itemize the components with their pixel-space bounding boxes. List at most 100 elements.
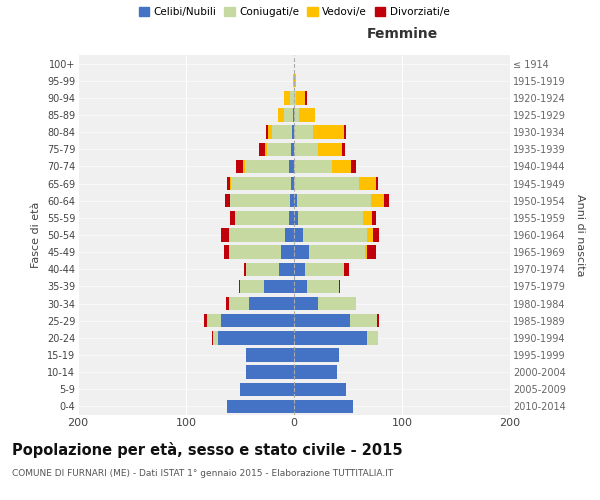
Bar <box>373 228 379 241</box>
Bar <box>299 108 314 122</box>
Bar <box>229 246 281 259</box>
Bar <box>367 331 378 344</box>
Bar <box>294 108 299 122</box>
Text: Popolazione per età, sesso e stato civile - 2015: Popolazione per età, sesso e stato civil… <box>12 442 403 458</box>
Bar <box>294 297 318 310</box>
Bar <box>293 108 294 122</box>
Bar <box>351 160 356 173</box>
Bar <box>235 211 289 224</box>
Bar <box>294 348 340 362</box>
Text: COMUNE DI FURNARI (ME) - Dati ISTAT 1° gennaio 2015 - Elaborazione TUTTITALIA.IT: COMUNE DI FURNARI (ME) - Dati ISTAT 1° g… <box>12 469 393 478</box>
Bar <box>232 177 291 190</box>
Bar <box>239 280 240 293</box>
Bar <box>289 160 294 173</box>
Bar <box>268 126 272 139</box>
Bar <box>313 126 344 139</box>
Bar <box>230 194 290 207</box>
Text: Femmine: Femmine <box>367 26 437 40</box>
Bar <box>284 108 293 122</box>
Bar <box>248 297 294 310</box>
Bar <box>305 262 344 276</box>
Bar <box>281 246 294 259</box>
Bar <box>307 280 340 293</box>
Bar <box>365 246 367 259</box>
Bar <box>206 314 221 328</box>
Bar <box>294 74 296 88</box>
Bar <box>247 366 294 379</box>
Bar <box>302 228 367 241</box>
Bar <box>267 142 291 156</box>
Bar <box>383 194 389 207</box>
Bar <box>225 194 230 207</box>
Bar <box>294 262 305 276</box>
Bar <box>294 382 346 396</box>
Bar <box>294 331 367 344</box>
Bar <box>213 331 218 344</box>
Bar <box>230 211 235 224</box>
Bar <box>294 126 313 139</box>
Bar <box>221 228 229 241</box>
Bar <box>230 177 232 190</box>
Y-axis label: Fasce di età: Fasce di età <box>31 202 41 268</box>
Bar <box>344 262 349 276</box>
Bar <box>265 142 267 156</box>
Bar <box>227 400 294 413</box>
Bar <box>294 177 359 190</box>
Bar <box>247 262 279 276</box>
Bar <box>305 91 307 104</box>
Bar <box>294 280 307 293</box>
Bar <box>244 262 247 276</box>
Bar <box>272 126 292 139</box>
Bar <box>278 108 284 122</box>
Bar <box>227 177 230 190</box>
Bar <box>292 126 294 139</box>
Bar <box>296 91 305 104</box>
Bar <box>218 331 294 344</box>
Bar <box>293 74 294 88</box>
Bar <box>229 297 248 310</box>
Bar <box>294 400 353 413</box>
Bar <box>341 142 345 156</box>
Bar <box>294 194 297 207</box>
Bar <box>294 211 298 224</box>
Bar <box>297 194 371 207</box>
Bar <box>294 366 337 379</box>
Bar <box>344 126 346 139</box>
Bar <box>367 228 373 241</box>
Bar <box>377 314 379 328</box>
Bar <box>291 177 294 190</box>
Bar <box>367 246 376 259</box>
Bar <box>294 314 350 328</box>
Bar <box>294 160 332 173</box>
Bar <box>279 262 294 276</box>
Bar <box>243 160 245 173</box>
Bar <box>221 314 294 328</box>
Bar <box>224 246 229 259</box>
Bar <box>247 348 294 362</box>
Bar <box>226 297 229 310</box>
Bar <box>318 297 356 310</box>
Bar <box>294 246 309 259</box>
Bar <box>284 91 290 104</box>
Bar <box>298 211 363 224</box>
Bar <box>318 142 341 156</box>
Bar <box>290 194 294 207</box>
Bar <box>264 280 294 293</box>
Bar <box>286 228 294 241</box>
Bar <box>371 194 383 207</box>
Bar <box>240 280 264 293</box>
Bar <box>376 177 378 190</box>
Bar <box>229 228 286 241</box>
Bar <box>294 228 302 241</box>
Bar <box>259 142 265 156</box>
Bar <box>350 314 377 328</box>
Bar <box>245 160 289 173</box>
Bar <box>291 142 294 156</box>
Bar <box>236 160 243 173</box>
Bar <box>363 211 372 224</box>
Bar <box>372 211 376 224</box>
Bar <box>332 160 351 173</box>
Bar <box>205 314 206 328</box>
Bar <box>212 331 213 344</box>
Bar <box>266 126 268 139</box>
